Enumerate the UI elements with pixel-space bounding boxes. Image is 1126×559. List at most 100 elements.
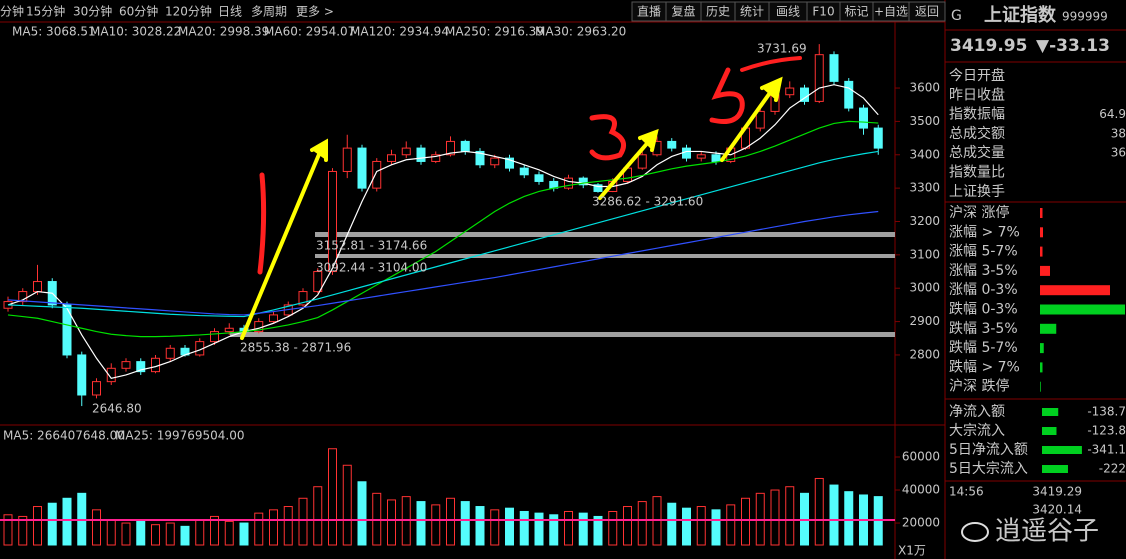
- flow-label: 5日大宗流入: [949, 461, 1028, 477]
- volume-legend: MA5: 266407648.00: [3, 429, 125, 443]
- ma-legend: MA30: 2963.20: [535, 25, 626, 39]
- hand-drawing: [240, 56, 802, 340]
- volume-bar: [3, 514, 13, 546]
- volume-bar: [519, 510, 529, 546]
- breadth-label: 跌幅 > 7%: [949, 359, 1020, 375]
- flow-bar: [1042, 446, 1082, 454]
- candle-body: [829, 54, 839, 82]
- candle-body: [519, 167, 529, 176]
- volume-bar: [416, 501, 426, 546]
- breadth-label: 跌幅 3-5%: [949, 321, 1018, 337]
- breadth-bar: [1040, 343, 1044, 354]
- volume-bar: [313, 486, 323, 546]
- breadth-label: 涨幅 5-7%: [949, 244, 1018, 260]
- volume-bar: [460, 501, 470, 546]
- wave-5: [709, 67, 745, 124]
- index-name: 上证指数: [984, 4, 1057, 26]
- period-tab[interactable]: 120分钟: [165, 4, 212, 19]
- flow-bar: [1042, 465, 1068, 473]
- y-tick-label: 3200: [909, 214, 940, 228]
- toolbar-button-label[interactable]: 直播: [637, 5, 661, 19]
- ma-legend: MA60: 2954.07: [264, 25, 355, 39]
- toolbar-button-label[interactable]: 复盘: [671, 4, 695, 19]
- candle-body: [136, 361, 146, 373]
- candle-body: [844, 80, 854, 109]
- candle-body: [637, 154, 647, 169]
- wave-5-stroke: [740, 56, 802, 72]
- flow-bar: [1042, 408, 1059, 416]
- candle-body: [814, 54, 824, 102]
- candle-body: [667, 140, 677, 149]
- toolbar-button-label[interactable]: 标记: [844, 5, 868, 19]
- support-band: [315, 232, 895, 237]
- breadth-bar: [1040, 285, 1110, 296]
- ma-legend: MA120: 2934.94: [350, 25, 449, 39]
- volume-bar: [92, 509, 101, 546]
- period-tab[interactable]: 15分钟: [26, 4, 65, 19]
- candle-body: [151, 357, 160, 373]
- toolbar-button-label[interactable]: 统计: [740, 5, 764, 19]
- ma-legend: MA5: 3068.51: [12, 25, 96, 39]
- volume-bar: [608, 510, 618, 546]
- volume-bar: [475, 506, 485, 546]
- candle-body: [696, 154, 706, 159]
- breadth-label: 沪深 涨停: [949, 204, 1009, 221]
- toolbar-button-label[interactable]: +自选: [874, 5, 908, 19]
- tick-price: 3420.14: [1032, 503, 1082, 517]
- volume-bar: [844, 491, 854, 546]
- period-tab[interactable]: 60分钟: [119, 4, 158, 19]
- info-label: 今日开盘: [949, 67, 1005, 84]
- toolbar-button[interactable]: [908, 1, 946, 22]
- candle-body: [313, 271, 323, 293]
- toolbar-button-label[interactable]: 返回: [915, 5, 939, 19]
- volume-bar: [785, 486, 795, 546]
- price-annotation: 3731.69: [757, 42, 807, 56]
- ma-line: [7, 150, 879, 318]
- breadth-bar: [1040, 304, 1125, 315]
- candle-body: [298, 291, 308, 306]
- volume-bar: [696, 506, 706, 546]
- flow-label: 大宗流入: [949, 423, 1005, 439]
- ma-legend: MA20: 2998.39: [178, 25, 269, 39]
- volume-bar: [549, 514, 559, 546]
- candle-body: [859, 107, 868, 129]
- volume-legend: MA25: 199769504.00: [115, 429, 245, 443]
- period-tab[interactable]: 更多 >: [296, 5, 334, 19]
- breadth-bar: [1040, 381, 1041, 392]
- toolbar-button-label[interactable]: 画线: [776, 5, 800, 19]
- volume-bar: [505, 507, 514, 546]
- volume-bar: [224, 520, 234, 546]
- breadth-label: 跌幅 0-3%: [949, 302, 1018, 318]
- toolbar-button-label[interactable]: 历史: [706, 5, 730, 19]
- tick-price: 3419.29: [1032, 485, 1082, 499]
- candle-body: [785, 87, 795, 96]
- y-tick-label: 60000: [902, 450, 940, 464]
- candle-body: [342, 147, 352, 172]
- toolbar-button-label[interactable]: F10: [812, 5, 834, 19]
- breadth-bar: [1040, 362, 1043, 373]
- support-band: [230, 332, 895, 337]
- volume-bar: [534, 512, 544, 546]
- ma-line: [7, 84, 879, 379]
- support-band: [315, 254, 895, 258]
- price: 3419.95: [950, 36, 1027, 56]
- period-tab[interactable]: 多周期: [251, 5, 287, 19]
- period-tab[interactable]: 分钟: [0, 4, 24, 19]
- flag: G: [951, 8, 962, 24]
- watermark: 逍遥谷子: [995, 517, 1099, 547]
- volume-bar: [283, 506, 293, 546]
- breadth-bar: [1040, 323, 1057, 334]
- info-label: 指数量比: [949, 165, 1005, 181]
- period-tab[interactable]: 30分钟: [73, 4, 112, 19]
- volume-bar: [151, 524, 160, 546]
- volume-bar: [269, 509, 278, 546]
- candle-body: [387, 154, 396, 162]
- volume-bar: [136, 520, 146, 546]
- candle-body: [578, 177, 588, 186]
- volume-bar: [195, 519, 205, 546]
- candle-body: [269, 314, 278, 323]
- ma-legend: MA10: 3028.22: [90, 25, 181, 39]
- volume-bar: [682, 507, 691, 546]
- period-tab[interactable]: 日线: [218, 5, 242, 19]
